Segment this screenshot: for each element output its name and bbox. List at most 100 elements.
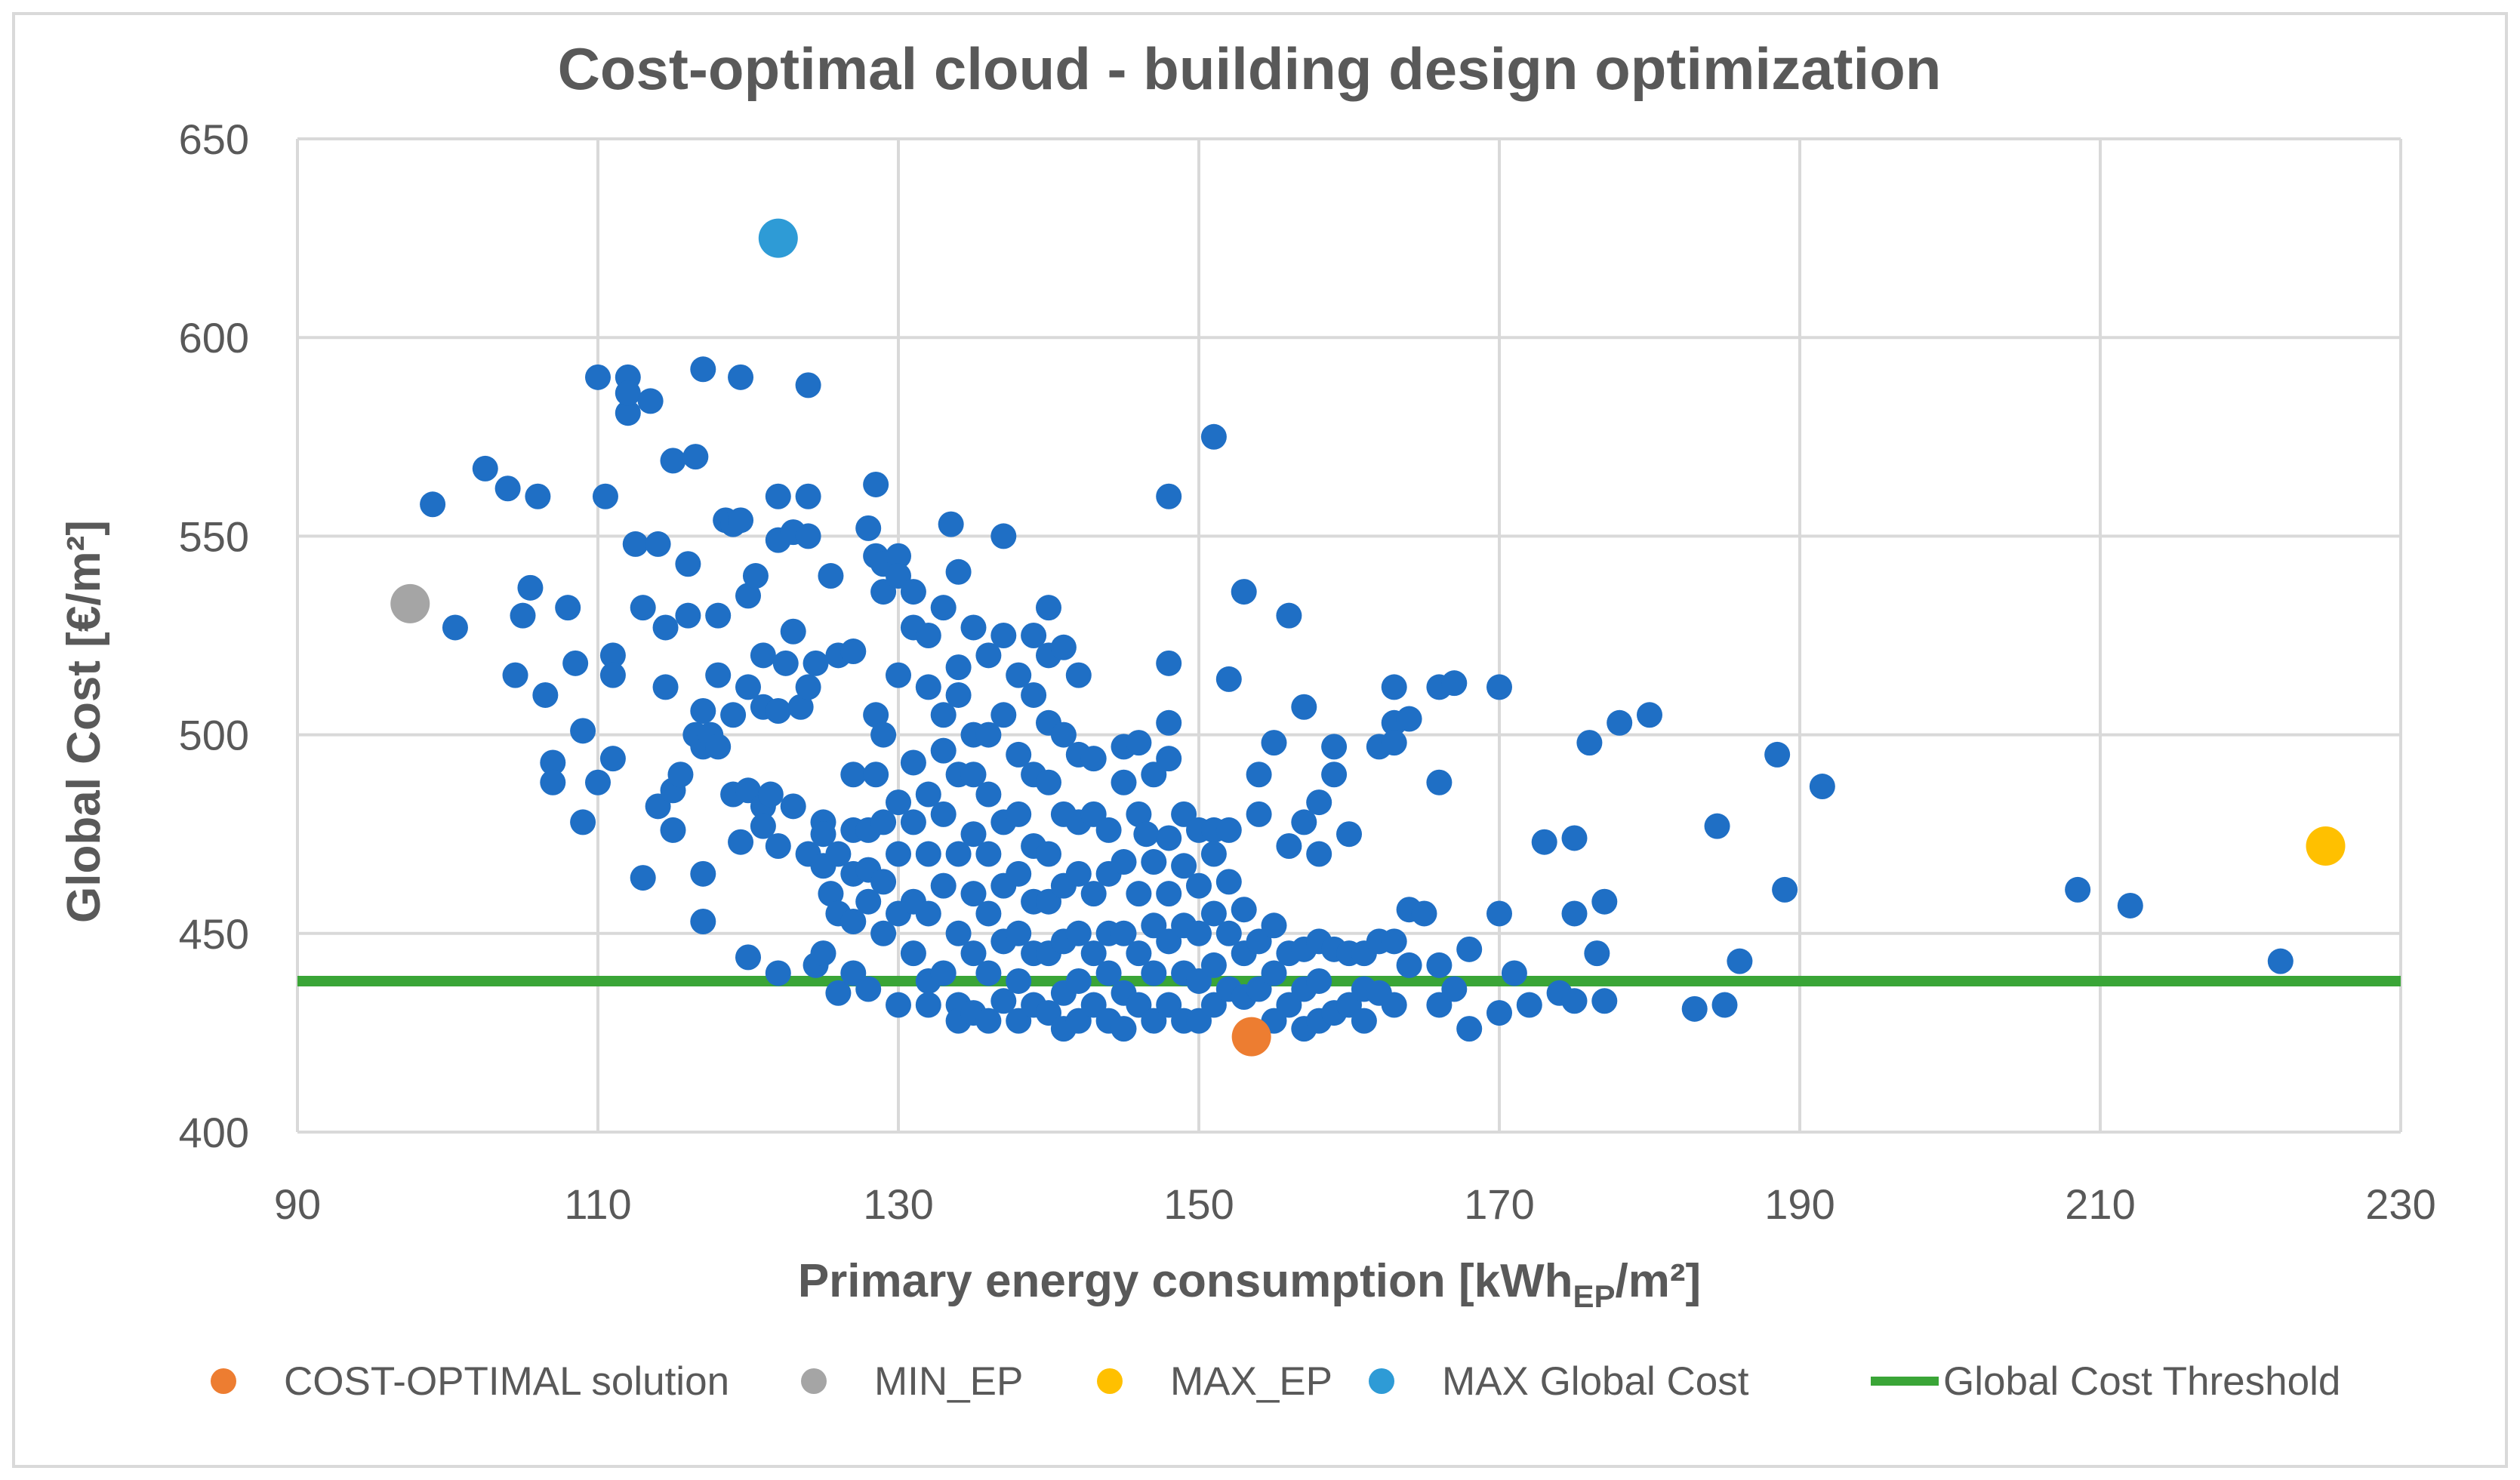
scatter-point xyxy=(1065,860,1092,887)
scatter-point xyxy=(1141,849,1167,875)
scatter-point xyxy=(472,455,498,482)
scatter-point xyxy=(1215,666,1242,692)
scatter-point xyxy=(652,614,679,641)
scatter-point xyxy=(960,821,987,848)
scatter-point xyxy=(886,789,911,816)
scatter-point xyxy=(818,881,844,907)
legend: COST-OPTIMAL solution MIN_EP MAX_EP MAX Glo… xyxy=(211,1359,2340,1404)
scatter-point xyxy=(510,602,536,629)
scatter-point xyxy=(1080,881,1107,907)
scatter-point xyxy=(690,698,716,725)
y-tick-label: 500 xyxy=(179,712,249,759)
scatter-point xyxy=(915,623,941,648)
scatter-point xyxy=(735,583,761,609)
scatter-point xyxy=(1200,952,1227,978)
scatter-point xyxy=(938,511,964,537)
x-axis-label-main: Primary energy consumption [kWh xyxy=(798,1255,1573,1307)
scatter-point xyxy=(975,960,1002,986)
scatter-point xyxy=(960,940,987,967)
scatter-point xyxy=(915,674,941,700)
legend-label: MAX Global Cost xyxy=(1442,1359,1749,1404)
scatter-point xyxy=(1306,789,1332,816)
scatter-point xyxy=(765,960,791,986)
scatter-point xyxy=(915,900,941,927)
scatter-point xyxy=(1006,860,1032,887)
scatter-point xyxy=(1156,650,1182,676)
scatter-point xyxy=(945,558,972,585)
scatter-point xyxy=(1381,992,1407,1018)
scatter-point xyxy=(780,793,806,820)
scatter-point xyxy=(803,650,829,676)
scatter-point xyxy=(1411,900,1437,927)
scatter-point xyxy=(1261,912,1287,939)
legend-item: Global Cost Threshold xyxy=(1871,1359,2340,1404)
scatter-point xyxy=(900,940,926,967)
scatter-point xyxy=(750,813,776,839)
scatter-point xyxy=(960,614,987,641)
scatter-point xyxy=(870,869,897,895)
scatter-point xyxy=(705,602,732,629)
legend-item: COST-OPTIMAL solution xyxy=(211,1359,729,1404)
scatter-point xyxy=(592,483,618,509)
scatter-point xyxy=(1050,722,1077,748)
x-tick-label: 170 xyxy=(1464,1180,1534,1228)
scatter-point xyxy=(1772,876,1798,903)
scatter-point xyxy=(1261,730,1287,756)
x-tick-label: 230 xyxy=(2365,1180,2435,1228)
x-axis-label: Primary energy consumption [kWhEP/m²] xyxy=(798,1255,1701,1314)
scatter-point xyxy=(1426,952,1453,978)
scatter-point xyxy=(1231,579,1257,605)
scatter-point xyxy=(1036,595,1061,621)
scatter-point xyxy=(975,642,1002,669)
scatter-point xyxy=(1215,817,1242,843)
scatter-point xyxy=(675,602,701,629)
scatter-point xyxy=(1321,734,1348,760)
scatter-point xyxy=(1456,936,1483,962)
scatter-point xyxy=(863,471,889,497)
x-tick-label: 150 xyxy=(1163,1180,1234,1228)
scatter-point xyxy=(1764,741,1791,768)
scatter-point xyxy=(1111,849,1137,875)
scatter-point xyxy=(840,762,867,788)
scatter-point xyxy=(1441,976,1468,1002)
scatter-point xyxy=(975,781,1002,808)
scatter-point xyxy=(1036,841,1061,867)
y-tick-label: 400 xyxy=(179,1109,249,1156)
scatter-point xyxy=(1006,741,1032,768)
scatter-point xyxy=(840,909,867,935)
scatter-point xyxy=(1576,730,1603,756)
scatter-point xyxy=(1126,940,1152,967)
scatter-point xyxy=(690,860,716,887)
scatter-point xyxy=(1186,920,1212,946)
scatter-point xyxy=(1126,801,1152,827)
scatter-point xyxy=(886,992,911,1018)
scatter-point xyxy=(1080,746,1107,772)
legend-dot-marker xyxy=(1097,1368,1123,1394)
scatter-point xyxy=(2065,876,2091,903)
scatter-point xyxy=(915,992,941,1018)
scatter-point xyxy=(1156,881,1182,907)
scatter-point xyxy=(1727,948,1753,974)
scatter-point xyxy=(1156,746,1182,772)
scatter-point xyxy=(1381,928,1407,955)
scatter-point xyxy=(1156,483,1182,509)
scatter-point xyxy=(1396,706,1422,732)
scatter-point xyxy=(1215,920,1242,946)
scatter-point xyxy=(667,762,694,788)
scatter-point xyxy=(1607,709,1633,736)
scatter-point xyxy=(690,356,716,383)
x-tick-label: 130 xyxy=(863,1180,933,1228)
scatter-point xyxy=(1501,960,1527,986)
scatter-point xyxy=(570,809,596,835)
scatter-point xyxy=(886,543,911,569)
y-tick-label: 550 xyxy=(179,512,249,560)
scatter-point xyxy=(1126,881,1152,907)
scatter-point xyxy=(1291,694,1317,720)
scatter-point xyxy=(742,563,769,589)
scatter-point xyxy=(1704,813,1730,839)
scatter-point xyxy=(420,491,446,518)
scatter-point xyxy=(1006,662,1032,688)
scatter-point xyxy=(1591,988,1618,1014)
scatter-point xyxy=(1591,888,1618,915)
scatter-point xyxy=(728,829,754,855)
